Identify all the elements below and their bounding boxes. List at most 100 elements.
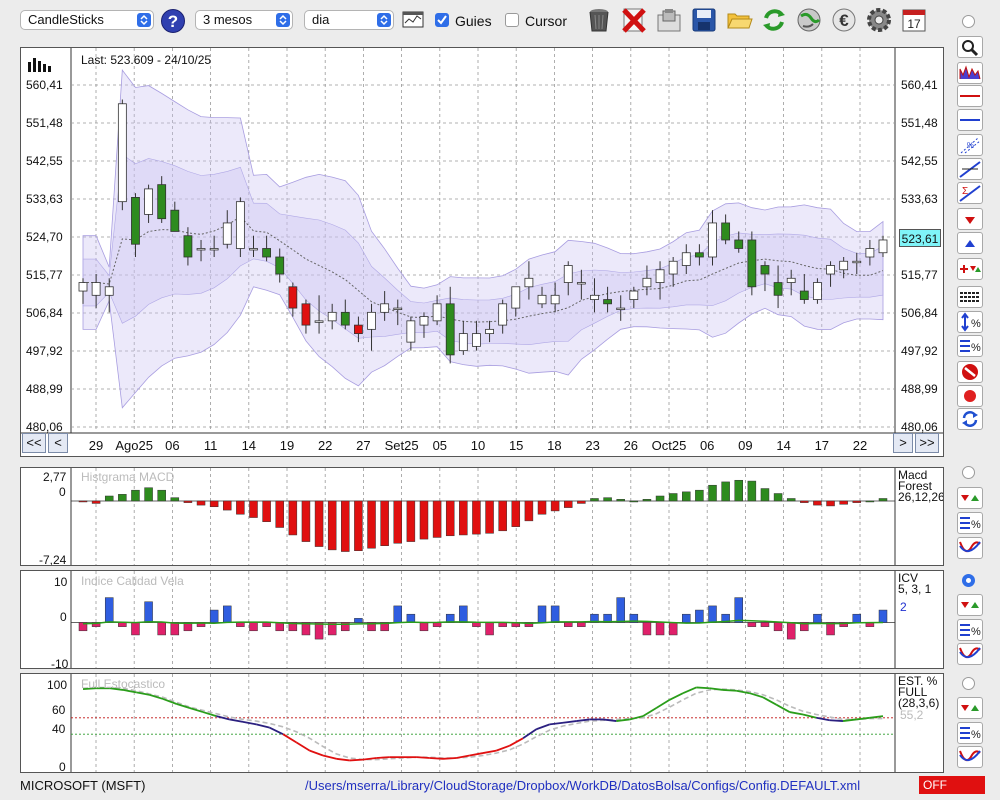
macd-bar xyxy=(170,497,180,502)
percent-range-button[interactable]: % xyxy=(957,311,983,333)
stoch-k-segment xyxy=(482,749,497,754)
icv-radio[interactable] xyxy=(962,574,975,587)
macd-y-zero: 0 xyxy=(59,485,66,499)
macd-percent-button[interactable]: % xyxy=(957,512,983,534)
channel-button[interactable]: % xyxy=(957,134,983,156)
stoch-k-segment xyxy=(416,756,430,759)
period-select[interactable]: 3 mesos xyxy=(195,10,293,30)
calendar-icon: 17 xyxy=(902,9,926,32)
y-tick-label-right: 533,63 xyxy=(901,192,938,206)
chart-type-select[interactable]: CandleSticks xyxy=(20,10,154,30)
macd-bar xyxy=(236,500,245,515)
macd-y-bottom: -7,24 xyxy=(39,553,67,566)
stoch-y-0: 0 xyxy=(59,760,66,773)
macd-bar xyxy=(629,500,639,503)
stoch-percent-button[interactable]: % xyxy=(957,722,983,744)
y-tick-label-left: 542,55 xyxy=(26,154,63,168)
candle-body xyxy=(275,256,285,275)
candle-body xyxy=(485,328,494,335)
svg-text:%: % xyxy=(971,342,981,354)
stochastic-panel[interactable]: Full Estocastico 100 60 40 0 EST. % FULL… xyxy=(20,673,944,773)
icv-arrows-button[interactable] xyxy=(957,594,983,616)
refresh-button[interactable] xyxy=(760,6,788,34)
svg-text:%: % xyxy=(967,141,974,150)
trash-button[interactable] xyxy=(585,6,613,34)
candle-body xyxy=(406,320,416,343)
icv-percent-button[interactable]: % xyxy=(957,619,983,641)
calendar-button[interactable]: 17 xyxy=(900,6,928,34)
stoch-radio[interactable] xyxy=(962,677,975,690)
macd-bar xyxy=(249,500,258,518)
macd-bar xyxy=(655,495,665,502)
nav-first-button[interactable]: << xyxy=(22,433,46,453)
icv-bar xyxy=(131,622,140,636)
icv-bar xyxy=(262,622,271,627)
nav-prev-button[interactable]: < xyxy=(48,433,68,453)
sync-button[interactable] xyxy=(957,408,983,430)
stoch-k-segment xyxy=(536,723,550,731)
zoom-button[interactable] xyxy=(957,36,983,58)
record-button[interactable] xyxy=(957,385,983,407)
sell-arrow-button[interactable] xyxy=(957,208,983,230)
horizontal-line-red-button[interactable] xyxy=(957,85,983,107)
interval-select[interactable]: dia xyxy=(304,10,394,30)
macd-panel[interactable]: Histgrama MACD 2,77 0 -7,24 Macd Forest … xyxy=(20,467,944,566)
percent-lines-button[interactable]: % xyxy=(957,335,983,357)
icv-title: Indice Calidad Vela xyxy=(81,574,184,588)
macd-bar xyxy=(131,489,140,502)
guies-checkbox[interactable] xyxy=(435,13,449,27)
icv-panel[interactable]: Indice Calidad Vela 10 0 -10 ICV 5, 3, 1… xyxy=(20,570,944,669)
clipboard-button[interactable] xyxy=(655,6,683,34)
lines-button[interactable] xyxy=(957,286,983,308)
nav-last-button[interactable]: >> xyxy=(915,433,939,453)
stoch-k-segment xyxy=(842,718,857,722)
nav-next-button[interactable]: > xyxy=(893,433,913,453)
icv-curve-button[interactable] xyxy=(957,643,983,665)
add-indicator-button[interactable] xyxy=(957,258,983,280)
help-button[interactable]: ? xyxy=(160,8,186,34)
arrow-up-icon xyxy=(965,240,975,247)
macd-bar xyxy=(209,500,219,508)
x-tick-label: Ago25 xyxy=(115,438,153,453)
price-chart-panel[interactable]: 560,41 560,41 551,48 551,48 542,55 542,55 533,… xyxy=(20,47,944,457)
macd-params: 26,12,26 xyxy=(898,490,944,504)
icv-bar xyxy=(209,609,219,623)
stoch-arrows-button[interactable] xyxy=(957,697,983,719)
stoch-k-segment xyxy=(322,754,337,760)
off-toggle[interactable]: OFF xyxy=(919,776,985,794)
stoch-k-segment xyxy=(655,698,671,709)
macd-curve-button[interactable] xyxy=(957,537,983,559)
delete-button[interactable] xyxy=(620,6,648,34)
macd-bar xyxy=(865,500,875,503)
x-tick-label: 10 xyxy=(471,438,485,453)
save-button[interactable] xyxy=(690,6,718,34)
fibonacci-button[interactable]: Σ xyxy=(957,182,983,204)
main-chart-radio[interactable] xyxy=(962,15,975,28)
cursor-checkbox[interactable] xyxy=(505,13,519,27)
macd-bar xyxy=(472,500,481,535)
volume-profile-button[interactable] xyxy=(957,62,983,84)
candle-body xyxy=(576,282,586,285)
icv-bar xyxy=(655,622,665,636)
buy-arrow-button[interactable] xyxy=(957,232,983,254)
x-tick-label: 17 xyxy=(815,438,829,453)
y-tick-label-right: 480,06 xyxy=(901,420,938,434)
settings-icon xyxy=(867,8,891,32)
euro-button[interactable]: € xyxy=(830,6,858,34)
icv-bar xyxy=(459,605,468,623)
settings-button[interactable] xyxy=(865,6,893,34)
config-path[interactable]: /Users/mserra/Library/CloudStorage/Dropb… xyxy=(305,778,861,793)
trendline-button[interactable] xyxy=(957,158,983,180)
horizontal-line-blue-button[interactable] xyxy=(957,109,983,131)
screen-button[interactable] xyxy=(402,10,424,30)
stoch-curve-button[interactable] xyxy=(957,746,983,768)
macd-arrows-button[interactable] xyxy=(957,487,983,509)
macd-bar xyxy=(314,500,324,547)
disable-button[interactable] xyxy=(957,361,983,383)
icv-bar xyxy=(327,622,337,636)
macd-radio[interactable] xyxy=(962,466,975,479)
stoch-k-segment xyxy=(295,741,311,752)
globe-button[interactable] xyxy=(795,6,823,34)
macd-bar xyxy=(708,484,717,502)
open-folder-button[interactable] xyxy=(725,6,753,34)
